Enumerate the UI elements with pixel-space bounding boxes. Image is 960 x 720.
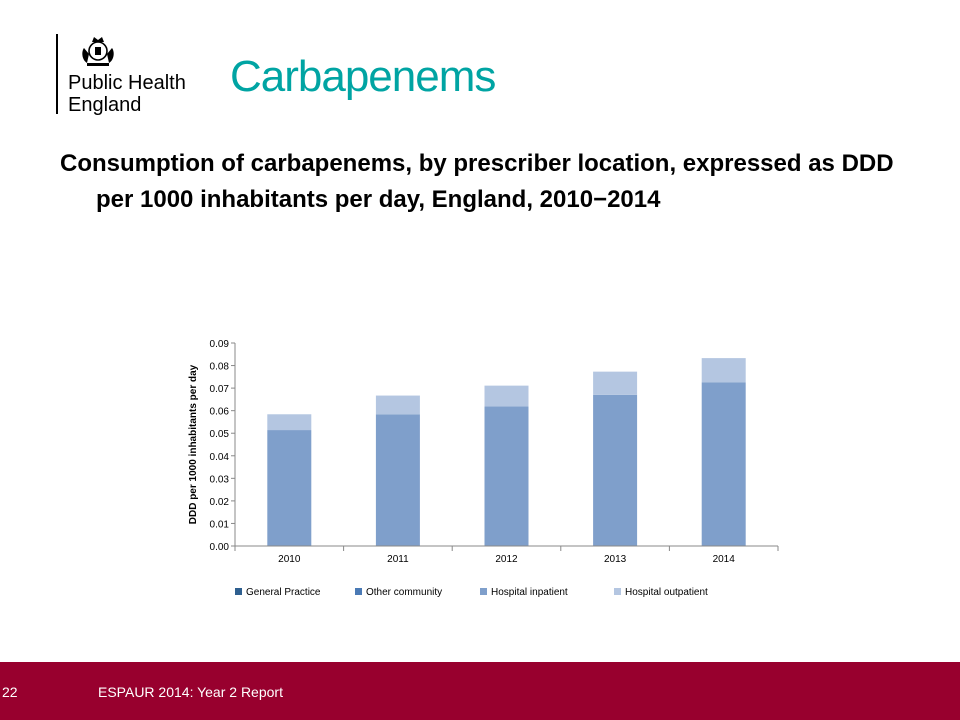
bar-segment: [593, 371, 638, 395]
y-tick-label: 0.08: [210, 362, 230, 373]
y-tick-label: 0.09: [210, 339, 230, 350]
legend-swatch: [480, 588, 487, 595]
bar-segment: [701, 358, 746, 383]
logo-wordmark: Public Health England: [68, 72, 186, 116]
y-tick-label: 0.01: [210, 519, 230, 530]
y-tick-label: 0.07: [210, 384, 230, 395]
stacked-bar-chart: 0.00 0.01 0.02 0.03 0.04 0.05 0.06 0.07 0.08 0.09…: [188, 339, 779, 598]
bar-segment: [484, 385, 529, 407]
bar-segment: [701, 382, 746, 546]
page-number: 22: [2, 684, 18, 700]
legend-swatch: [355, 588, 362, 595]
logo-line2: England: [68, 94, 142, 116]
bar-segment: [267, 414, 312, 431]
y-tick-label: 0.06: [210, 407, 230, 418]
y-tick-label: 0.04: [210, 452, 230, 463]
y-tick-label: 0.03: [210, 474, 230, 485]
y-tick-label: 0.05: [210, 429, 230, 440]
logo-rule: [56, 34, 58, 114]
bar-segment: [375, 414, 420, 546]
legend-label: Other community: [366, 587, 442, 598]
footer-bar: 22 ESPAUR 2014: Year 2 Report: [0, 662, 960, 720]
x-tick-label: 2010: [278, 554, 301, 565]
logo-line1: Public Health: [68, 72, 186, 94]
legend-swatch: [614, 588, 621, 595]
slide-title: Carbapenems: [230, 52, 496, 101]
legend-label: General Practice: [246, 587, 321, 598]
bar-segment: [593, 394, 638, 546]
legend-label: Hospital outpatient: [625, 587, 708, 598]
footer-report-title: ESPAUR 2014: Year 2 Report: [98, 684, 283, 700]
y-tick-label: 0.02: [210, 497, 230, 508]
legend-label: Hospital inpatient: [491, 587, 568, 598]
y-axis-title: DDD per 1000 inhabitants per day: [188, 364, 199, 524]
legend-swatch: [235, 588, 242, 595]
bar-segment: [267, 430, 312, 546]
phe-logo: Public Health England: [56, 34, 206, 122]
y-tick-label: 0.00: [210, 542, 230, 553]
x-tick-label: 2012: [495, 554, 518, 565]
x-tick-label: 2011: [387, 554, 409, 565]
bar-segment: [484, 406, 529, 546]
x-tick-label: 2014: [713, 554, 736, 565]
royal-crest-icon: [82, 37, 114, 66]
x-tick-label: 2013: [604, 554, 627, 565]
slide-subtitle: Consumption of carbapenems, by prescribe…: [60, 150, 894, 213]
bar-segment: [375, 395, 420, 415]
